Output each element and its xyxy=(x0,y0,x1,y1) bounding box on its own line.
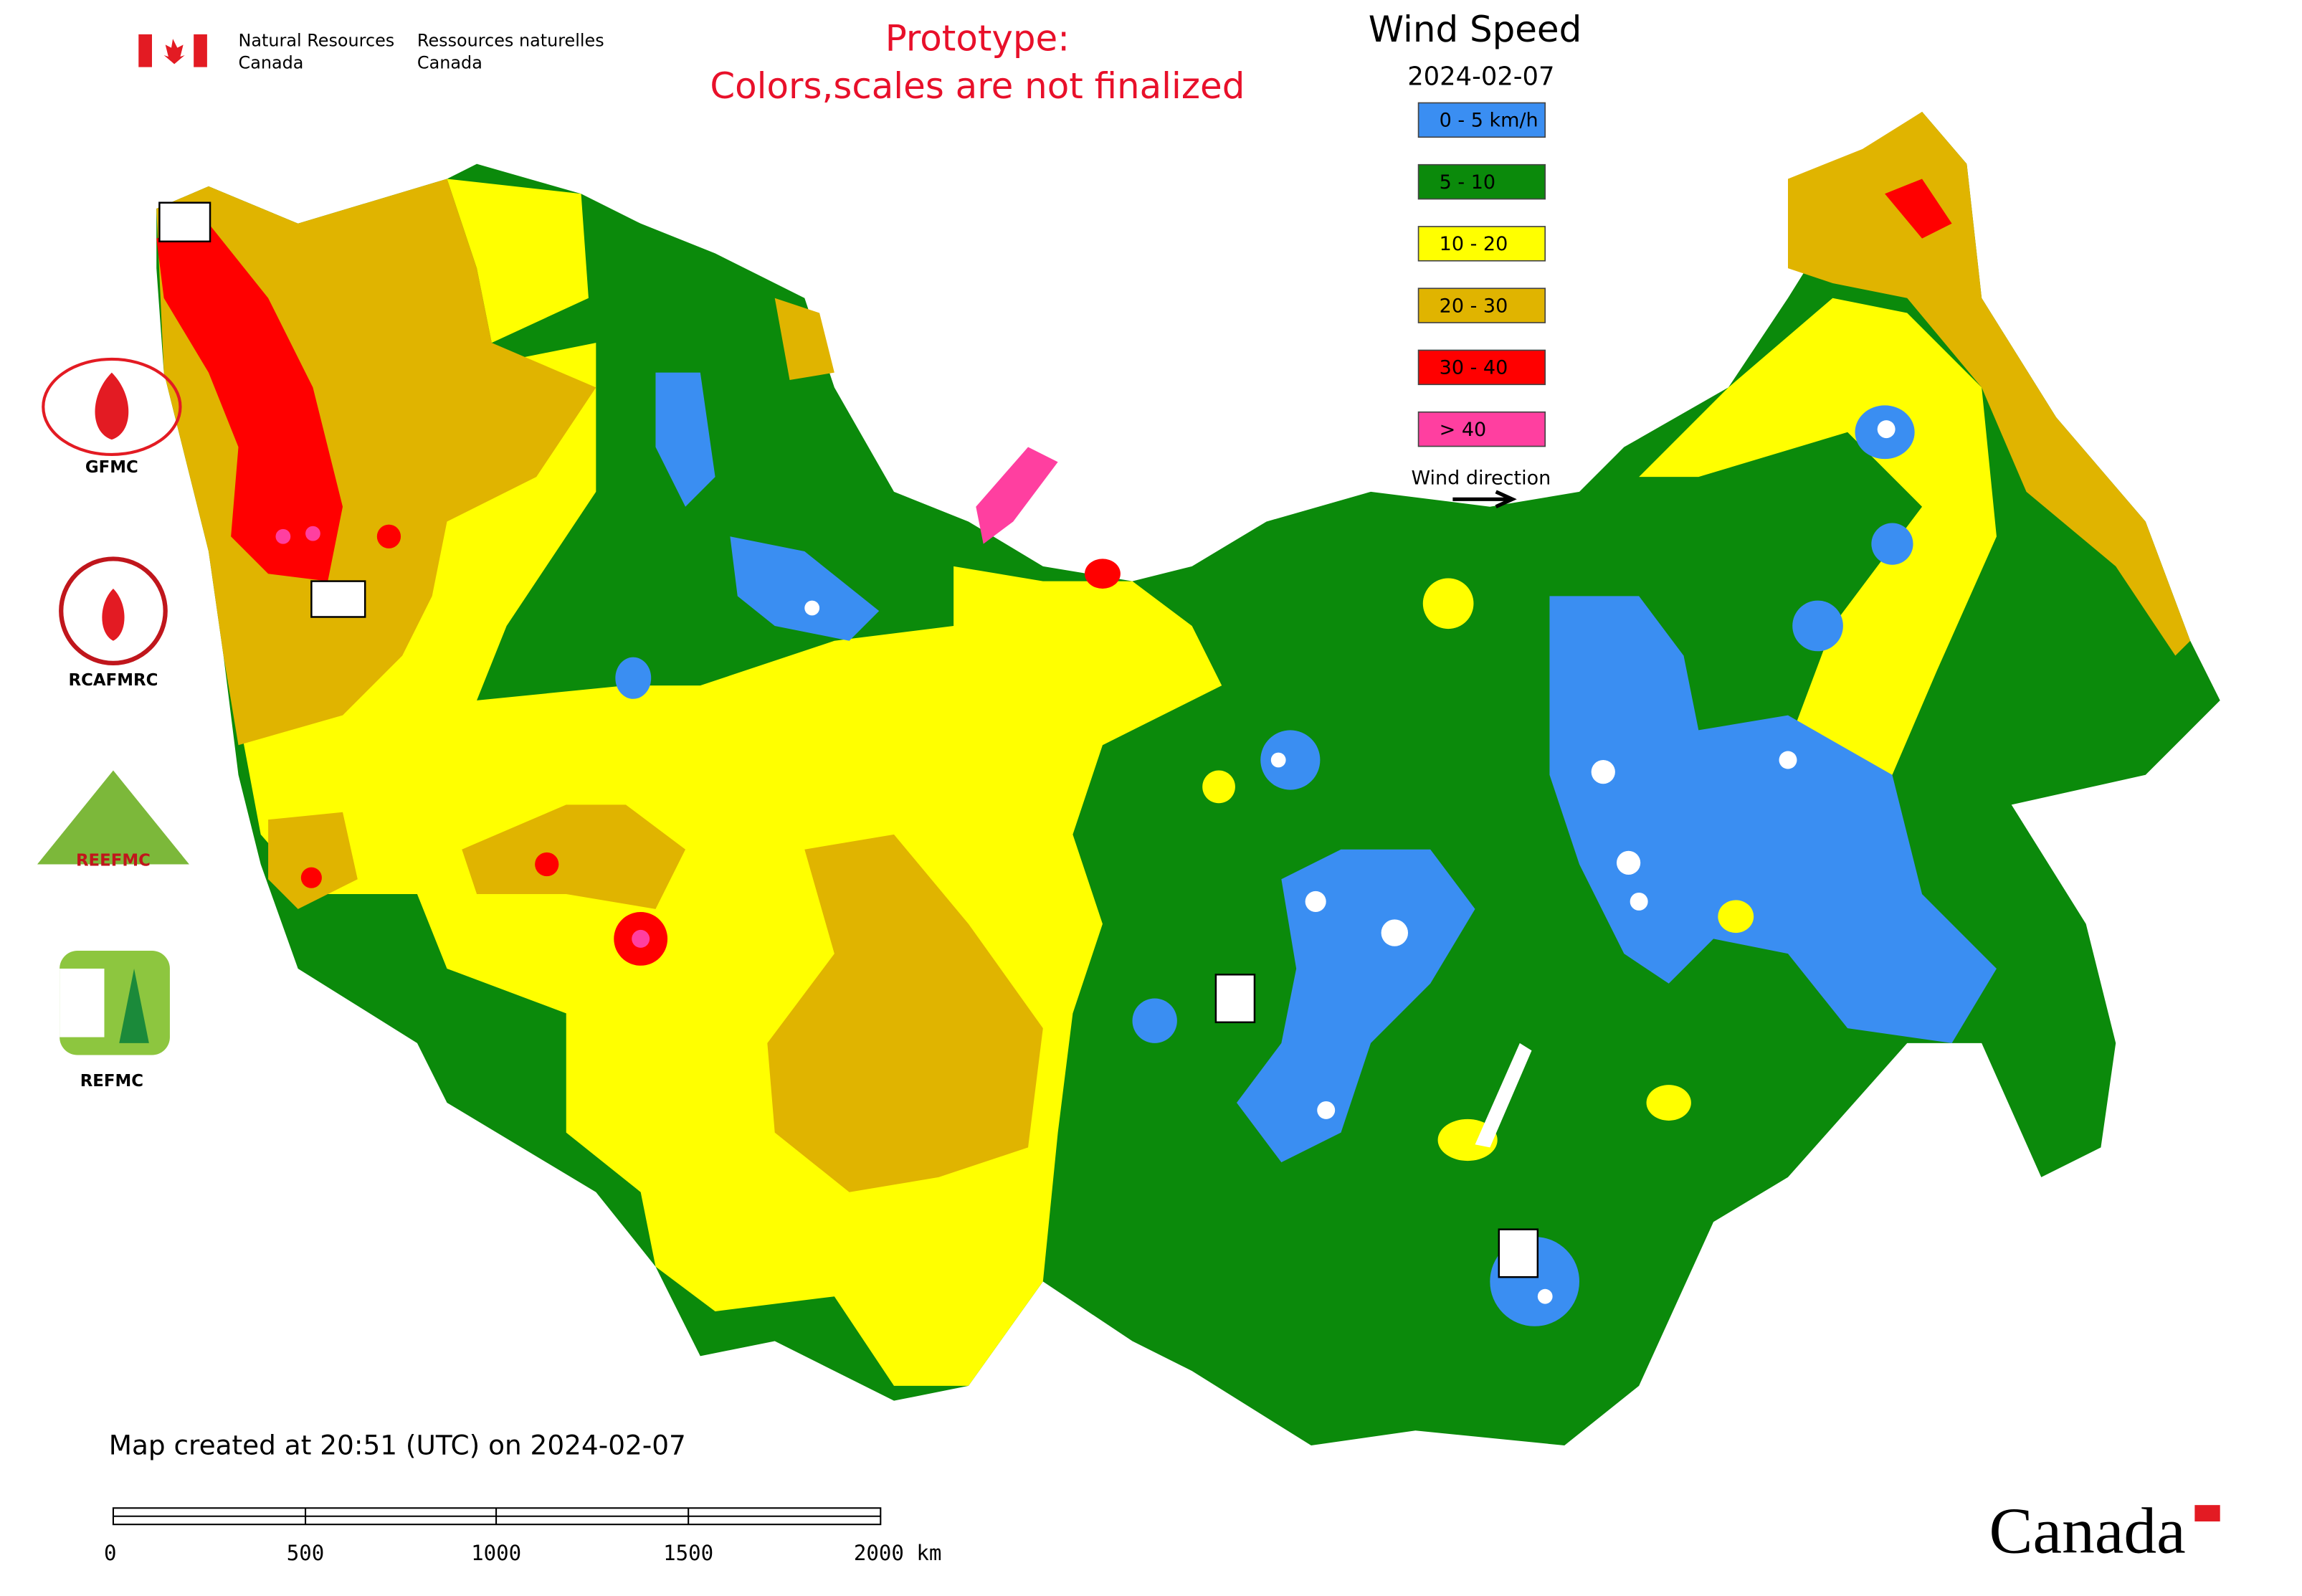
legend-title: Wind Speed xyxy=(1369,9,1582,50)
zone xyxy=(1646,1085,1691,1121)
legend-label: 30 - 40 xyxy=(1440,357,1508,379)
logo-label: RCAFMRC xyxy=(69,671,158,690)
zone xyxy=(156,223,343,581)
legend-label: 10 - 20 xyxy=(1440,233,1508,255)
zone xyxy=(632,929,650,948)
zone xyxy=(1549,596,1997,1043)
zone xyxy=(1422,578,1474,630)
zone xyxy=(300,867,322,888)
legend-label: > 40 xyxy=(1440,419,1487,441)
zone xyxy=(268,812,358,909)
legend-swatch xyxy=(1417,102,1546,138)
wind-direction-label: Wind direction xyxy=(1411,467,1551,490)
dept-fr: Canada xyxy=(417,53,482,73)
zone xyxy=(730,536,880,641)
wordmark-flag xyxy=(2194,1505,2220,1522)
legend-date: 2024-02-07 xyxy=(1407,62,1554,92)
canada-wordmark: Canada xyxy=(1989,1495,2186,1567)
zone xyxy=(1792,600,1843,652)
zone xyxy=(615,657,652,699)
legend-swatch xyxy=(1417,163,1546,200)
legend: Wind Speed 2024-02-07 Wind direction 0 -… xyxy=(1369,9,1582,509)
legend-swatch xyxy=(1417,349,1546,386)
legend-swatch xyxy=(1417,288,1546,323)
zone xyxy=(1202,770,1235,804)
legend-swatch xyxy=(1417,411,1546,447)
scale-label: 1000 xyxy=(471,1541,521,1565)
logos: GFMC RCAFMRC REEFMC REFMC xyxy=(37,201,1539,1278)
zone xyxy=(1871,523,1913,565)
zone xyxy=(774,298,834,381)
lakes xyxy=(804,420,1896,1304)
dept-en: Canada xyxy=(239,53,304,73)
zone xyxy=(275,528,291,544)
zone xyxy=(976,447,1058,544)
dept-fr: Ressources naturelles xyxy=(417,30,604,50)
zone xyxy=(376,524,401,548)
legend-label: 5 - 10 xyxy=(1440,171,1495,194)
creation-note: Map created at 20:51 (UTC) on 2024-02-07 xyxy=(109,1429,686,1460)
notice: Prototype: xyxy=(885,18,1070,60)
zone xyxy=(447,179,589,343)
zone xyxy=(767,834,1043,1192)
zone xyxy=(1718,900,1754,934)
logo-label: REFMC xyxy=(80,1072,143,1091)
zone xyxy=(535,852,559,877)
zone xyxy=(655,372,715,507)
zone xyxy=(1085,559,1121,589)
scale-label: 500 xyxy=(287,1541,325,1565)
zone xyxy=(462,804,686,909)
dept-en: Natural Resources xyxy=(239,30,395,50)
zone xyxy=(1237,849,1475,1163)
scale-label: 2000 km xyxy=(854,1541,942,1565)
nrcan-signature: Natural Resources Canada Ressources natu… xyxy=(138,30,604,73)
wind-map xyxy=(156,111,2220,1446)
zone xyxy=(1260,730,1321,790)
notice: Colors,scales are not finalized xyxy=(710,65,1245,107)
zone xyxy=(1787,111,2191,656)
legend-swatch xyxy=(1417,226,1546,262)
legend-label: 0 - 5 km/h xyxy=(1440,110,1538,132)
logo-label: GFMC xyxy=(85,458,138,477)
zone xyxy=(305,526,320,541)
scale-label: 0 xyxy=(104,1541,117,1565)
legend-label: 20 - 30 xyxy=(1440,295,1508,317)
scale-bar: 0 500 1000 1500 2000 km xyxy=(104,1507,942,1565)
zone xyxy=(1885,179,1952,239)
logo-label: REEFMC xyxy=(76,852,151,870)
wind-arrow xyxy=(1452,490,1517,509)
zone xyxy=(1132,998,1177,1043)
scale-label: 1500 xyxy=(663,1541,713,1565)
